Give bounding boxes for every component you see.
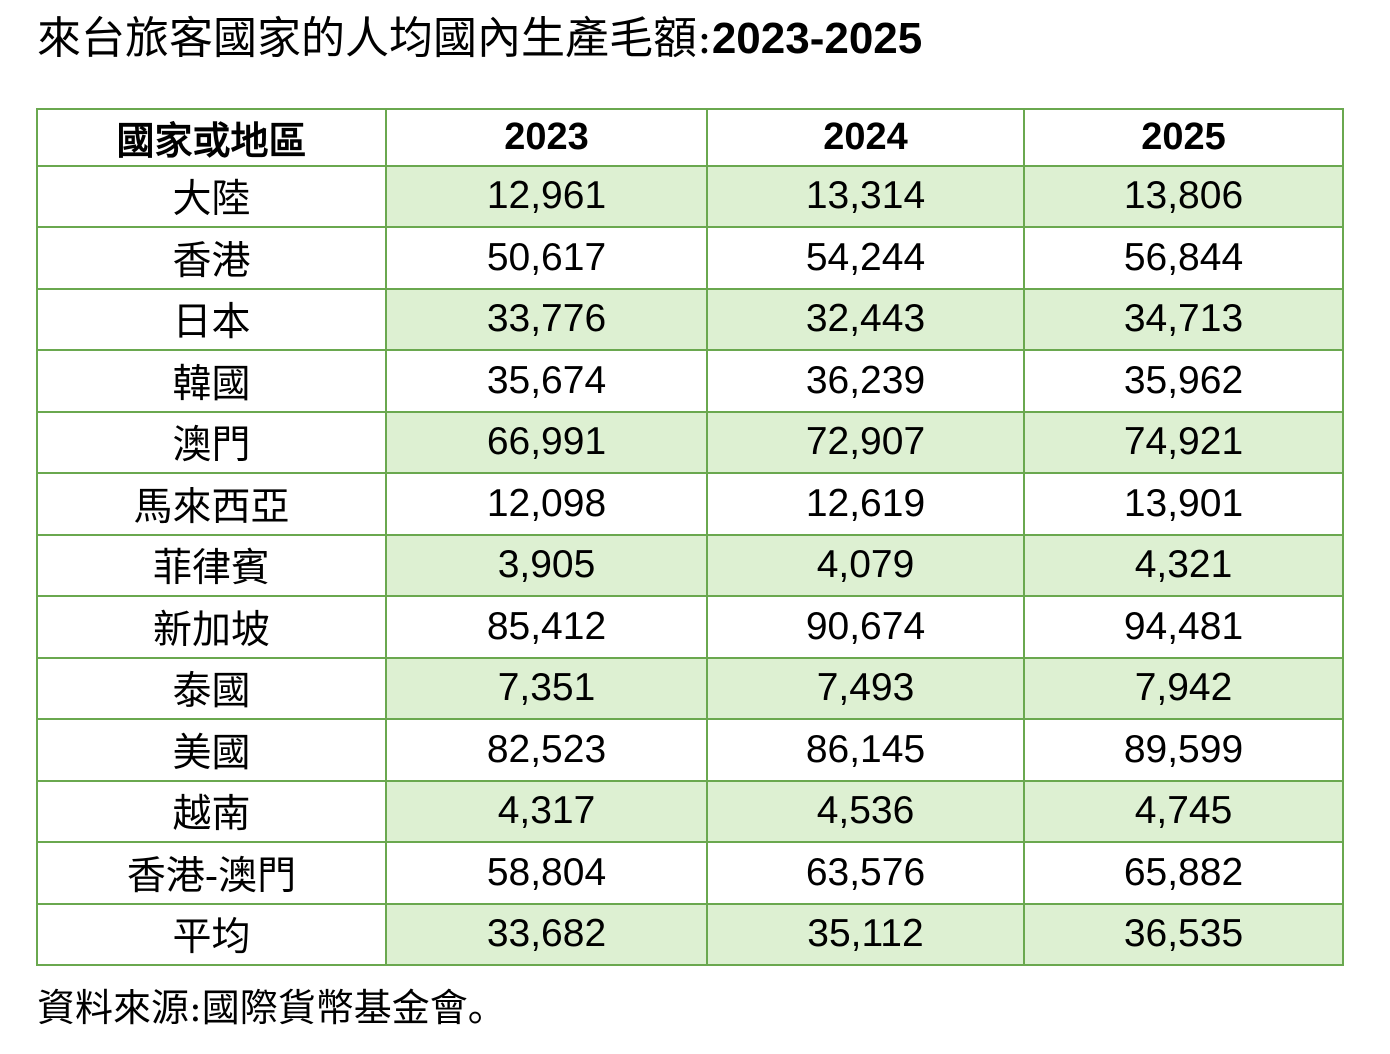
value-cell-2024: 36,239 — [706, 349, 1025, 413]
page-title-years: 2023-2025 — [711, 14, 923, 63]
table-row-singapore: 新加坡 85,412 90,674 94,481 — [36, 595, 1344, 659]
value-cell-2024: 35,112 — [706, 902, 1025, 967]
country-cell: 香港 — [36, 226, 387, 290]
table-row-hk-macau: 香港-澳門 58,804 63,576 65,882 — [36, 841, 1344, 905]
country-cell: 菲律賓 — [36, 533, 387, 598]
header-2023: 2023 — [385, 107, 708, 167]
value-cell-2024: 90,674 — [706, 595, 1025, 659]
header-2024: 2024 — [706, 107, 1025, 167]
value-cell-2025: 65,882 — [1023, 841, 1344, 905]
table-row-japan: 日本 33,776 32,443 34,713 — [36, 287, 1344, 352]
table-header-row: 國家或地區 2023 2024 2025 — [36, 107, 1344, 167]
value-cell-2023: 82,523 — [385, 718, 708, 782]
table-row-thailand: 泰國 7,351 7,493 7,942 — [36, 656, 1344, 721]
value-cell-2025: 36,535 — [1023, 902, 1344, 967]
gdp-table: 國家或地區 2023 2024 2025 大陸 12,961 13,314 13… — [36, 107, 1344, 967]
value-cell-2023: 50,617 — [385, 226, 708, 290]
value-cell-2024: 7,493 — [706, 656, 1025, 721]
value-cell-2023: 33,776 — [385, 287, 708, 352]
value-cell-2023: 66,991 — [385, 410, 708, 475]
value-cell-2025: 13,806 — [1023, 164, 1344, 229]
page-title-chinese: 來台旅客國家的人均國內生產毛額: — [37, 13, 712, 64]
country-cell: 越南 — [36, 779, 387, 844]
document-page: 來台旅客國家的人均國內生產毛額:2023-2025 國家或地區 2023 202… — [36, 13, 1390, 1031]
table-row-macau: 澳門 66,991 72,907 74,921 — [36, 410, 1344, 475]
table-row-average: 平均 33,682 35,112 36,535 — [36, 902, 1344, 967]
country-cell: 大陸 — [36, 164, 387, 229]
table-row-vietnam: 越南 4,317 4,536 4,745 — [36, 779, 1344, 844]
value-cell-2023: 35,674 — [385, 349, 708, 413]
value-cell-2025: 13,901 — [1023, 472, 1344, 536]
country-cell: 新加坡 — [36, 595, 387, 659]
value-cell-2025: 74,921 — [1023, 410, 1344, 475]
source-note: 資料來源:國際貨幣基金會。 — [37, 986, 506, 1031]
country-cell: 馬來西亞 — [36, 472, 387, 536]
value-cell-2024: 13,314 — [706, 164, 1025, 229]
value-cell-2023: 58,804 — [385, 841, 708, 905]
value-cell-2025: 4,745 — [1023, 779, 1344, 844]
country-cell: 日本 — [36, 287, 387, 352]
country-cell: 美國 — [36, 718, 387, 782]
value-cell-2024: 63,576 — [706, 841, 1025, 905]
header-2025: 2025 — [1023, 107, 1344, 167]
value-cell-2024: 4,536 — [706, 779, 1025, 844]
value-cell-2025: 7,942 — [1023, 656, 1344, 721]
value-cell-2023: 85,412 — [385, 595, 708, 659]
value-cell-2024: 72,907 — [706, 410, 1025, 475]
value-cell-2025: 94,481 — [1023, 595, 1344, 659]
table-row-mainland: 大陸 12,961 13,314 13,806 — [36, 164, 1344, 229]
table-row-malaysia: 馬來西亞 12,098 12,619 13,901 — [36, 472, 1344, 536]
value-cell-2025: 34,713 — [1023, 287, 1344, 352]
value-cell-2025: 56,844 — [1023, 226, 1344, 290]
value-cell-2025: 4,321 — [1023, 533, 1344, 598]
page-title: 來台旅客國家的人均國內生產毛額:2023-2025 — [37, 13, 1390, 65]
value-cell-2025: 35,962 — [1023, 349, 1344, 413]
value-cell-2023: 12,098 — [385, 472, 708, 536]
table-row-usa: 美國 82,523 86,145 89,599 — [36, 718, 1344, 782]
table-row-hongkong: 香港 50,617 54,244 56,844 — [36, 226, 1344, 290]
country-cell: 泰國 — [36, 656, 387, 721]
value-cell-2023: 33,682 — [385, 902, 708, 967]
value-cell-2025: 89,599 — [1023, 718, 1344, 782]
value-cell-2024: 32,443 — [706, 287, 1025, 352]
country-cell: 香港-澳門 — [36, 841, 387, 905]
country-cell: 韓國 — [36, 349, 387, 413]
value-cell-2023: 7,351 — [385, 656, 708, 721]
value-cell-2024: 54,244 — [706, 226, 1025, 290]
header-country-region: 國家或地區 — [36, 107, 387, 167]
table-row-korea: 韓國 35,674 36,239 35,962 — [36, 349, 1344, 413]
table-row-philippines: 菲律賓 3,905 4,079 4,321 — [36, 533, 1344, 598]
value-cell-2024: 4,079 — [706, 533, 1025, 598]
value-cell-2023: 3,905 — [385, 533, 708, 598]
value-cell-2024: 12,619 — [706, 472, 1025, 536]
value-cell-2023: 4,317 — [385, 779, 708, 844]
value-cell-2024: 86,145 — [706, 718, 1025, 782]
value-cell-2023: 12,961 — [385, 164, 708, 229]
country-cell: 平均 — [36, 902, 387, 967]
country-cell: 澳門 — [36, 410, 387, 475]
